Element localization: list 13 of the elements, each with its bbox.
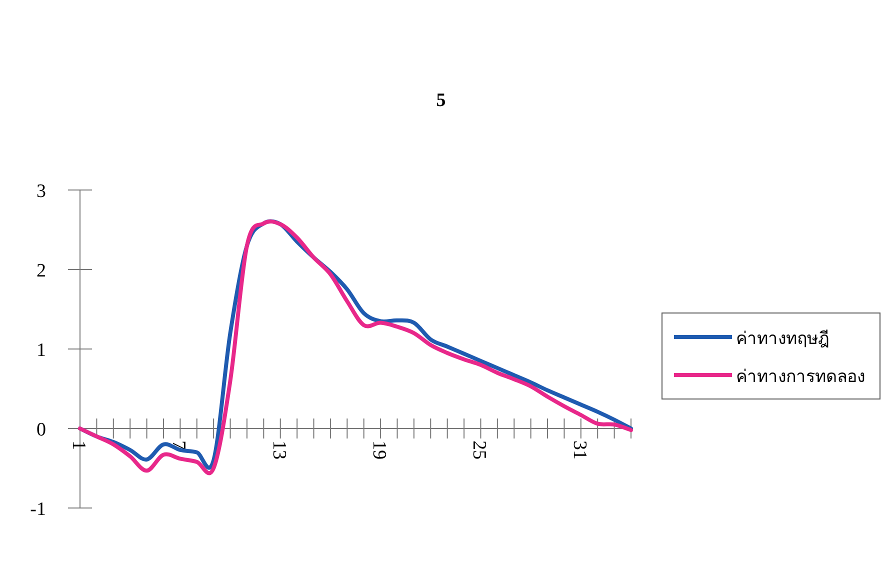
x-tick-label: 25 <box>468 440 490 460</box>
legend-label: ค่าทางทฤษฎี <box>736 329 829 348</box>
x-tick-label: 19 <box>368 440 390 460</box>
legend-label: ค่าทางการทดลอง <box>736 367 865 386</box>
x-tick-label: 13 <box>268 440 290 460</box>
x-tick-label: 1 <box>68 440 89 450</box>
y-tick-label: 2 <box>36 260 46 282</box>
y-tick-label: 1 <box>36 340 46 361</box>
chart-title: 5 <box>436 90 446 111</box>
y-tick-label: 0 <box>36 420 46 440</box>
x-tick-label: 31 <box>568 440 590 460</box>
y-tick-label: 3 <box>36 181 46 202</box>
y-tick-label: -1 <box>30 499 46 520</box>
